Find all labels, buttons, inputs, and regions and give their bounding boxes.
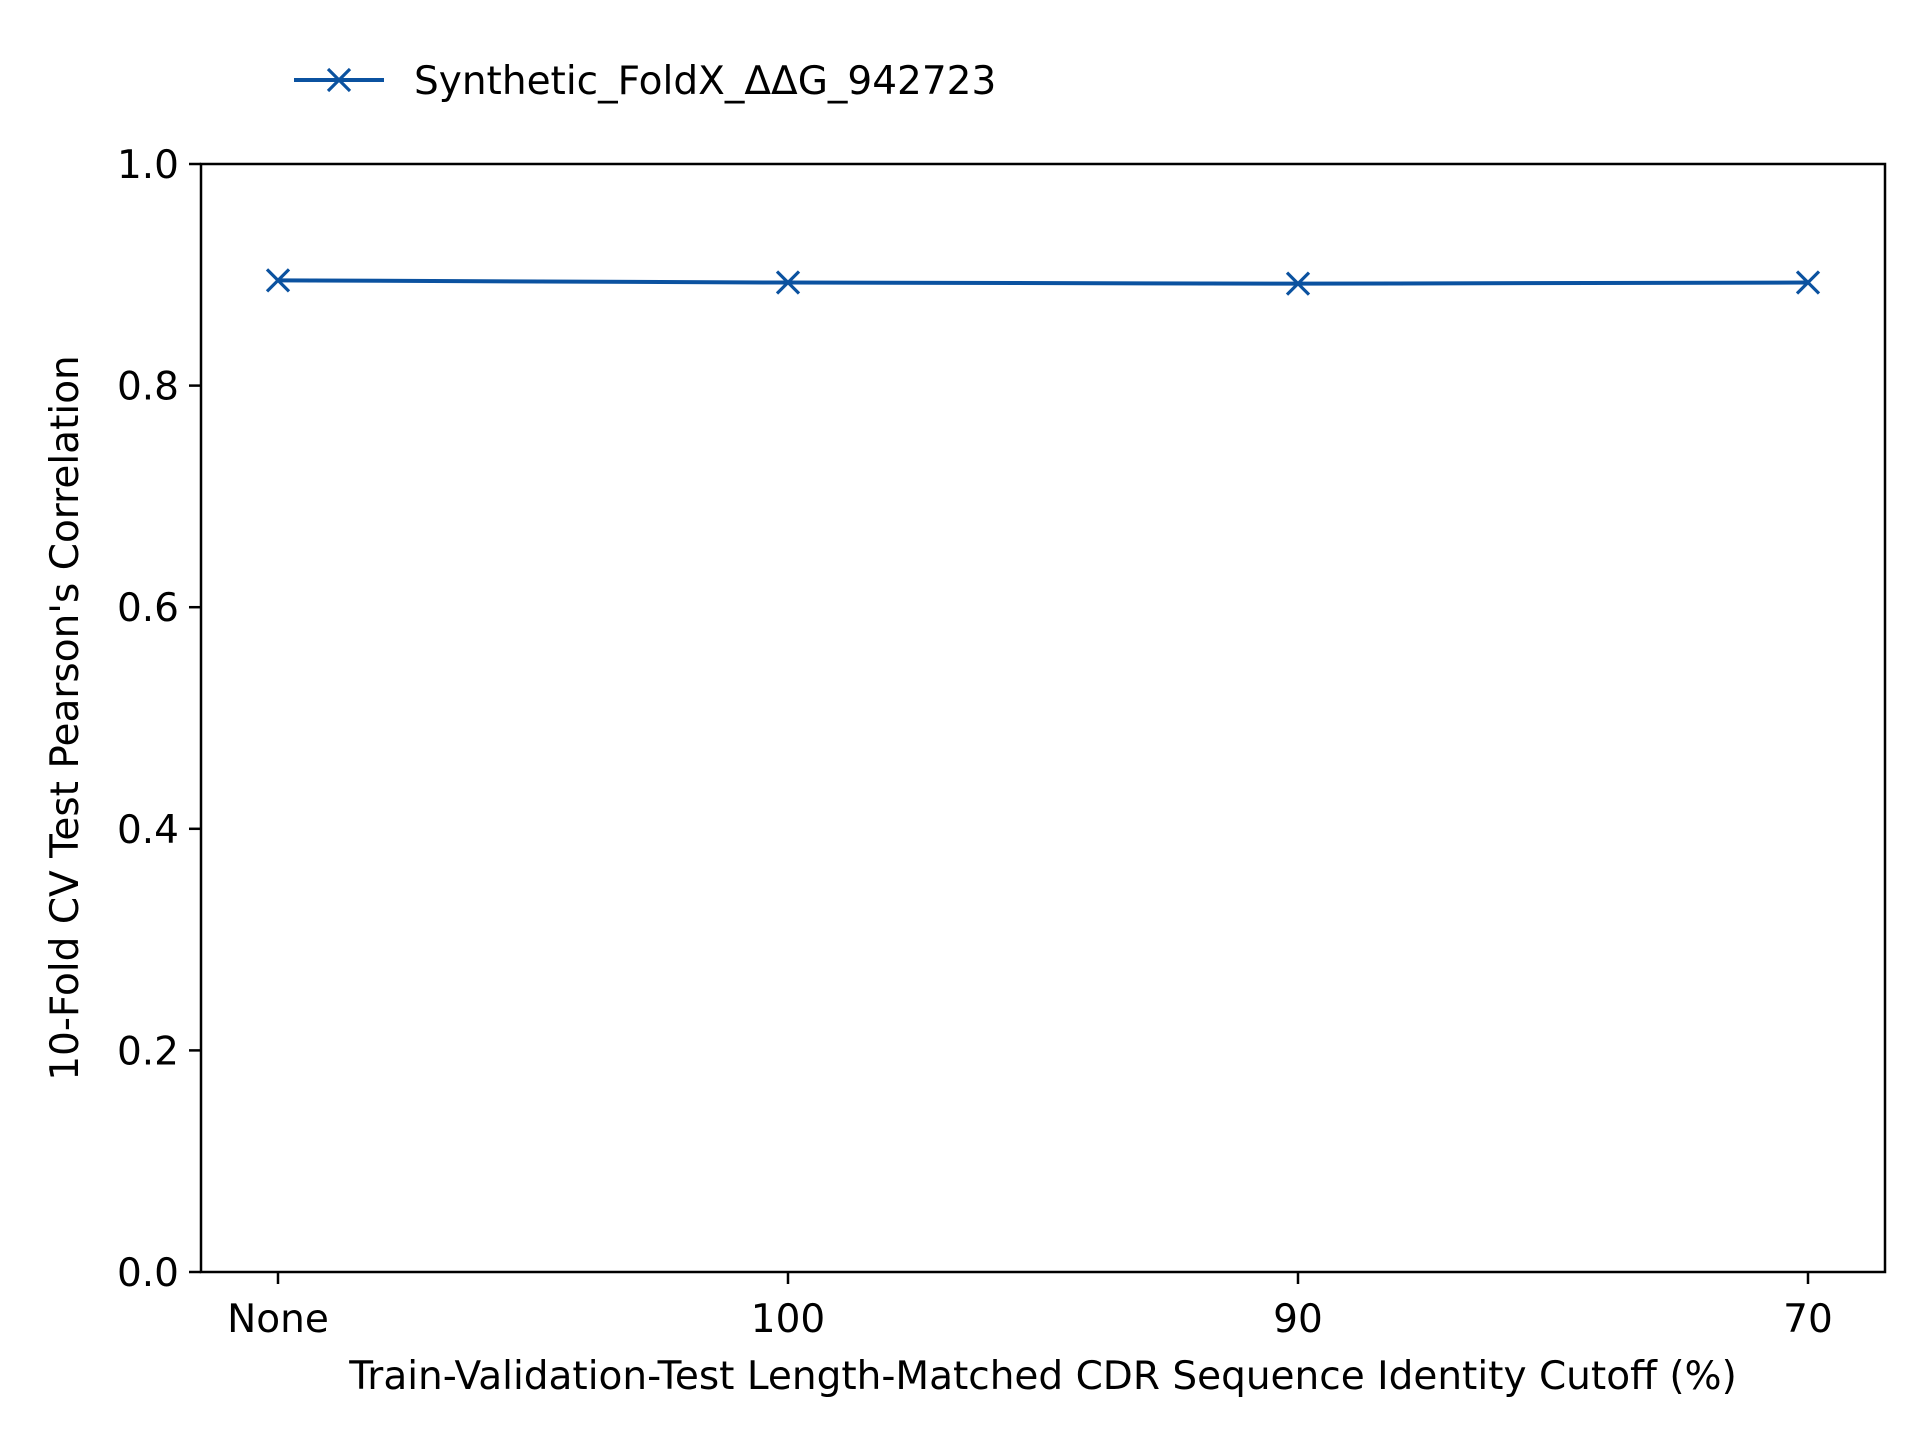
series-markers xyxy=(265,268,1821,296)
data-point-marker xyxy=(1795,270,1821,295)
legend-marker-x xyxy=(326,67,352,93)
data-point-marker xyxy=(775,270,801,295)
y-tick-label: 0.6 xyxy=(117,586,179,631)
x-axis-ticks: None 100 90 70 xyxy=(227,1272,1833,1342)
y-tick-label: 1.0 xyxy=(117,143,179,188)
legend-label: Synthetic_FoldX_ΔΔG_942723 xyxy=(414,59,996,104)
data-point-marker xyxy=(1285,271,1311,296)
y-tick-label: 0.2 xyxy=(117,1029,179,1074)
y-axis-title: 10-Fold CV Test Pearson's Correlation xyxy=(43,355,88,1081)
y-tick-label: 0.4 xyxy=(117,808,179,853)
x-tick-label: 100 xyxy=(751,1297,825,1342)
series-line xyxy=(277,278,1809,286)
y-axis-ticks: 0.0 0.2 0.4 0.6 0.8 1.0 xyxy=(117,143,201,1296)
data-point-marker xyxy=(265,268,291,293)
x-tick-label: 70 xyxy=(1783,1297,1833,1342)
plot-frame xyxy=(199,162,1887,1274)
series-layer xyxy=(265,268,1821,296)
y-tick-label: 0.0 xyxy=(117,1251,179,1296)
x-tick-label: None xyxy=(227,1297,329,1342)
x-tick-label: 90 xyxy=(1273,1297,1323,1342)
legend-x-marker xyxy=(326,67,352,93)
y-tick-label: 0.8 xyxy=(117,365,179,410)
x-axis-title: Train-Validation-Test Length-Matched CDR… xyxy=(348,1354,1737,1399)
legend: Synthetic_FoldX_ΔΔG_942723 xyxy=(294,59,996,104)
